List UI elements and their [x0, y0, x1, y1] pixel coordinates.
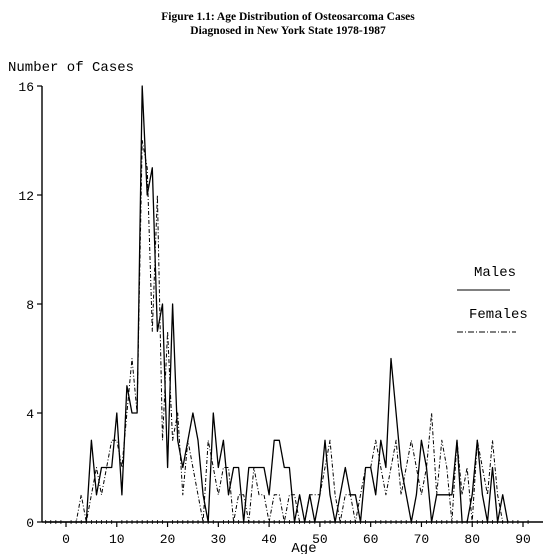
x-axis-label: Age — [291, 541, 316, 554]
y-tick-label: 16 — [18, 80, 34, 95]
y-tick-label: 0 — [26, 516, 34, 531]
series-layer — [45, 85, 509, 523]
x-tick-label: 60 — [363, 532, 379, 547]
x-tick-label: 40 — [261, 532, 277, 547]
x-tick-label: 70 — [414, 532, 430, 547]
chart-subtitle: Diagnosed in New York State 1978-1987 — [190, 25, 386, 37]
x-tick-label: 0 — [62, 532, 70, 547]
legend-label-females: Females — [469, 307, 528, 323]
x-tick-label: 20 — [160, 532, 176, 547]
x-ticks: 0 10 20 30 40 50 60 70 80 90 — [62, 522, 531, 547]
y-tick-label: 12 — [18, 189, 34, 204]
series-line-females — [45, 140, 504, 523]
x-minor-ticks — [45, 520, 529, 524]
y-tick-label: 4 — [26, 407, 34, 422]
legend-label-males: Males — [474, 265, 516, 281]
x-tick-label: 90 — [515, 532, 531, 547]
y-axis-label: Number of Cases — [8, 60, 134, 76]
y-ticks: 0 4 8 12 16 — [18, 80, 42, 531]
x-tick-label: 80 — [464, 532, 480, 547]
series-line-males — [45, 85, 509, 523]
y-tick-label: 8 — [26, 298, 34, 313]
x-tick-label: 30 — [211, 532, 227, 547]
legend: Males Females — [457, 265, 528, 333]
x-tick-label: 50 — [312, 532, 328, 547]
chart-title: Figure 1.1: Age Distribution of Osteosar… — [161, 11, 415, 23]
x-tick-label: 10 — [109, 532, 125, 547]
